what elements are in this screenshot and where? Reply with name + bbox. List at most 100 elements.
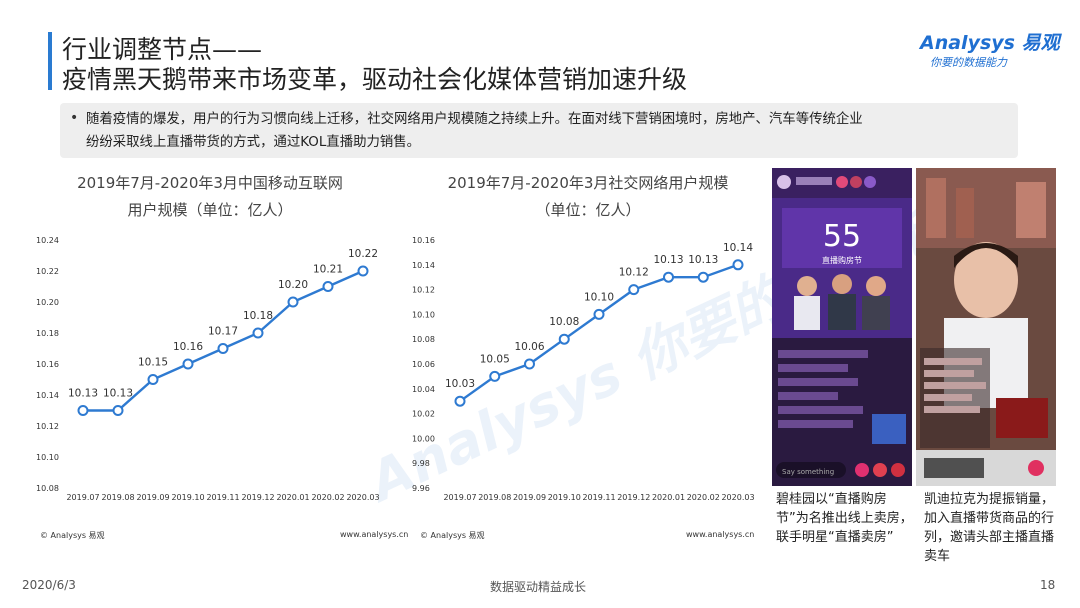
chart1-data-label: 10.10 xyxy=(584,291,614,303)
chart1-ytick: 10.14 xyxy=(412,261,435,270)
chart1-data-point xyxy=(628,284,640,296)
chart0-xtick: 2019.07 xyxy=(66,493,99,502)
chart1-title: 2019年7月-2020年3月社交网络用户规模 xyxy=(448,174,729,192)
logo-brand: Analysys 易观 xyxy=(920,32,1060,54)
chart0-ytick: 10.18 xyxy=(36,329,59,338)
livestream-scene-left-svg: 55 直播购房节 Say something xyxy=(772,168,912,486)
chart0-subtitle: 用户规模（单位：亿人） xyxy=(127,201,292,219)
chart1-data-point xyxy=(489,370,501,382)
summary-line1: 随着疫情的爆发，用户的行为习惯向线上迁移，社交网络用户规模随之持续上升。在面对线… xyxy=(86,112,863,127)
chart1-xtick: 2020.03 xyxy=(721,493,754,502)
chart0-data-point xyxy=(287,296,299,308)
chart1-ytick: 10.00 xyxy=(412,434,435,443)
chart0-ytick: 10.14 xyxy=(36,391,59,400)
chart0-xtick: 2020.03 xyxy=(346,493,379,502)
analysys-logo: Analysys 易观 你要的数据能力 xyxy=(920,28,1060,72)
chart0-data-label: 10.13 xyxy=(68,388,98,400)
footer-slogan: 数据驱动精益成长 xyxy=(490,580,587,594)
chart1-xtick: 2019.09 xyxy=(513,493,546,502)
chart1-data-label: 10.05 xyxy=(480,353,510,365)
chart0-ytick: 10.12 xyxy=(36,422,59,431)
chart0-xtick: 2019.09 xyxy=(136,493,169,502)
chart0-data-label: 10.21 xyxy=(313,264,343,276)
chart1-data-point xyxy=(663,271,674,283)
chart0-data-label: 10.20 xyxy=(278,279,308,291)
chart1-ytick: 9.98 xyxy=(412,459,430,468)
chart1-series-line xyxy=(459,263,739,403)
chart1-xtick: 2019.07 xyxy=(443,493,476,502)
chart1-data-label: 10.08 xyxy=(549,316,579,328)
chart-social-network-users: 2019年7月-2020年3月社交网络用户规模 （单位：亿人） 10.16 10.14… xyxy=(408,168,768,513)
chart0-data-point xyxy=(322,281,334,292)
chart1-ytick: 10.10 xyxy=(412,310,435,319)
chart0-ytick: 10.24 xyxy=(36,236,59,245)
chart0-data-label: 10.22 xyxy=(348,248,378,260)
chart0-data-label: 10.15 xyxy=(138,357,168,369)
chart0-ytick: 10.22 xyxy=(36,267,59,276)
chart0-data-point xyxy=(77,405,89,416)
chart1-data-label: 10.14 xyxy=(723,242,753,254)
livestream-scene-right-svg xyxy=(916,168,1056,486)
chart0-xtick: 2019.12 xyxy=(241,493,274,502)
livestream-photo-cadillac xyxy=(916,168,1056,486)
chart2-url: www.analysys.cn xyxy=(686,530,755,539)
bullet-dot-icon: • xyxy=(70,110,79,126)
summary-bullet-box: • 随着疫情的爆发，用户的行为习惯向线上迁移，社交网络用户规模随之持续上升。在面… xyxy=(60,103,1018,158)
caption-country-garden: 碧桂园以“直播购房节”为名推出线上卖房，联手明星“直播卖房” xyxy=(776,492,913,545)
chart0-data-label: 10.16 xyxy=(173,341,203,353)
chart1-xtick: 2019.10 xyxy=(548,493,581,502)
chart0-data-point xyxy=(182,358,194,370)
title-accent-bar xyxy=(48,32,52,90)
chart1-data-point xyxy=(454,395,466,407)
chart0-ytick: 10.20 xyxy=(36,298,59,307)
chart0-data-label: 10.18 xyxy=(243,310,273,322)
chart1-data-label: 10.12 xyxy=(619,267,649,279)
chart1-ytick: 10.08 xyxy=(412,335,435,344)
chart0-xtick: 2020.01 xyxy=(276,493,309,502)
logo-slogan: 你要的数据能力 xyxy=(930,56,1007,69)
chart0-ytick: 10.16 xyxy=(36,360,59,369)
chart0-title: 2019年7月-2020年3月中国移动互联网 xyxy=(77,174,343,192)
chart0-data-point xyxy=(217,343,229,354)
chart1-data-label: 10.13 xyxy=(688,254,718,266)
banner-number: 55 xyxy=(823,219,861,254)
chart1-data-point xyxy=(593,308,605,320)
footer-date: 2020/6/3 xyxy=(22,578,76,592)
chart0-data-point xyxy=(357,265,369,277)
chart-mobile-internet-users: 2019年7月-2020年3月中国移动互联网 用户规模（单位：亿人） 10.24 10… xyxy=(30,168,400,513)
banner-subtitle: 直播购房节 xyxy=(822,255,862,265)
chart1-data-label: 10.03 xyxy=(445,378,475,390)
chart1-data-label: 10.13 xyxy=(653,254,683,266)
chart0-xtick: 2020.02 xyxy=(311,493,344,502)
chart1-subtitle: （单位：亿人） xyxy=(535,201,640,219)
chart-social-network-svg: 2019年7月-2020年3月社交网络用户规模 （单位：亿人） 10.16 10.14… xyxy=(412,174,755,502)
chart0-xtick: 2019.10 xyxy=(171,493,204,502)
chart1-data-label: 10.06 xyxy=(514,341,544,353)
footer-page-number: 18 xyxy=(1040,578,1056,592)
chart0-data-label: 10.13 xyxy=(103,388,133,400)
chart1-data-point xyxy=(697,271,709,283)
chart0-xtick: 2019.11 xyxy=(206,493,239,502)
chart1-ytick: 10.06 xyxy=(412,360,435,369)
chart1-ytick: 10.02 xyxy=(412,410,435,419)
chart0-ytick: 10.08 xyxy=(36,484,59,493)
chart0-xtick: 2019.08 xyxy=(101,493,134,502)
page-title-line2: 疫情黑天鹅带来市场变革，驱动社会化媒体营销加速升级 xyxy=(62,65,688,94)
chart1-xtick: 2020.02 xyxy=(687,493,720,502)
chart1-url: www.analysys.cn xyxy=(340,530,409,539)
page-title-line1: 行业调整节点—— xyxy=(62,35,263,64)
chart2-source: © Analysys 易观 xyxy=(420,531,485,540)
livestream-photo-country-garden: 55 直播购房节 Say something xyxy=(772,168,912,486)
chart1-xtick: 2020.01 xyxy=(652,493,685,502)
chart0-ytick: 10.10 xyxy=(36,453,59,462)
chart0-data-label: 10.17 xyxy=(208,326,238,338)
summary-text: 随着疫情的爆发，用户的行为习惯向线上迁移，社交网络用户规模随之持续上升。在面对线… xyxy=(86,108,1011,154)
chart1-xtick: 2019.12 xyxy=(617,493,650,502)
chart1-source: © Analysys 易观 xyxy=(40,531,105,540)
chart1-ytick: 9.96 xyxy=(412,484,430,493)
chart0-data-point xyxy=(112,405,124,416)
chart0-data-point xyxy=(252,327,264,339)
chart1-data-point xyxy=(558,333,570,345)
chart1-xtick: 2019.11 xyxy=(582,493,615,502)
